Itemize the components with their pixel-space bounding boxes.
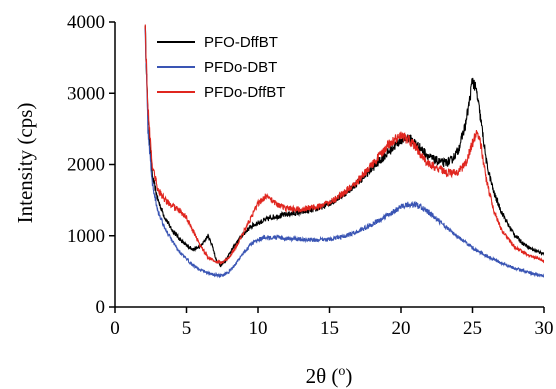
x-tick-label: 15 [320, 318, 339, 339]
series-layer [144, 24, 544, 279]
legend-label: PFDo-DffBT [204, 84, 285, 101]
legend: PFO-DffBT PFDo-DBT PFDo-DffBT [157, 34, 285, 101]
legend-label: PFO-DffBT [204, 34, 278, 51]
x-tick-label: 30 [535, 318, 554, 339]
series-line-2 [144, 24, 544, 266]
y-tick-label: 4000 [67, 12, 105, 33]
x-axis-title-sup: o [338, 364, 345, 379]
legend-label: PFDo-DBT [204, 59, 277, 76]
y-tick-label: 3000 [67, 83, 105, 104]
x-tick-label: 25 [463, 318, 482, 339]
x-axis-title-main: 2θ ( [306, 364, 339, 388]
y-axis-title: Intensity (cps) [13, 103, 37, 224]
series-line-1 [144, 28, 544, 279]
x-tick-label: 20 [392, 318, 411, 339]
x-tick-label: 0 [110, 318, 120, 339]
x-axis-title: 2θ (o) [306, 364, 353, 388]
y-tick-label: 0 [96, 297, 106, 318]
x-tick-label: 10 [249, 318, 268, 339]
x-tick-label: 5 [182, 318, 192, 339]
axes-layer: 0 1000 2000 3000 4000 0 5 10 15 20 25 30 [67, 12, 554, 339]
x-axis-title-end: ) [345, 364, 352, 388]
y-tick-label: 1000 [67, 226, 105, 247]
y-tick-label: 2000 [67, 155, 105, 176]
